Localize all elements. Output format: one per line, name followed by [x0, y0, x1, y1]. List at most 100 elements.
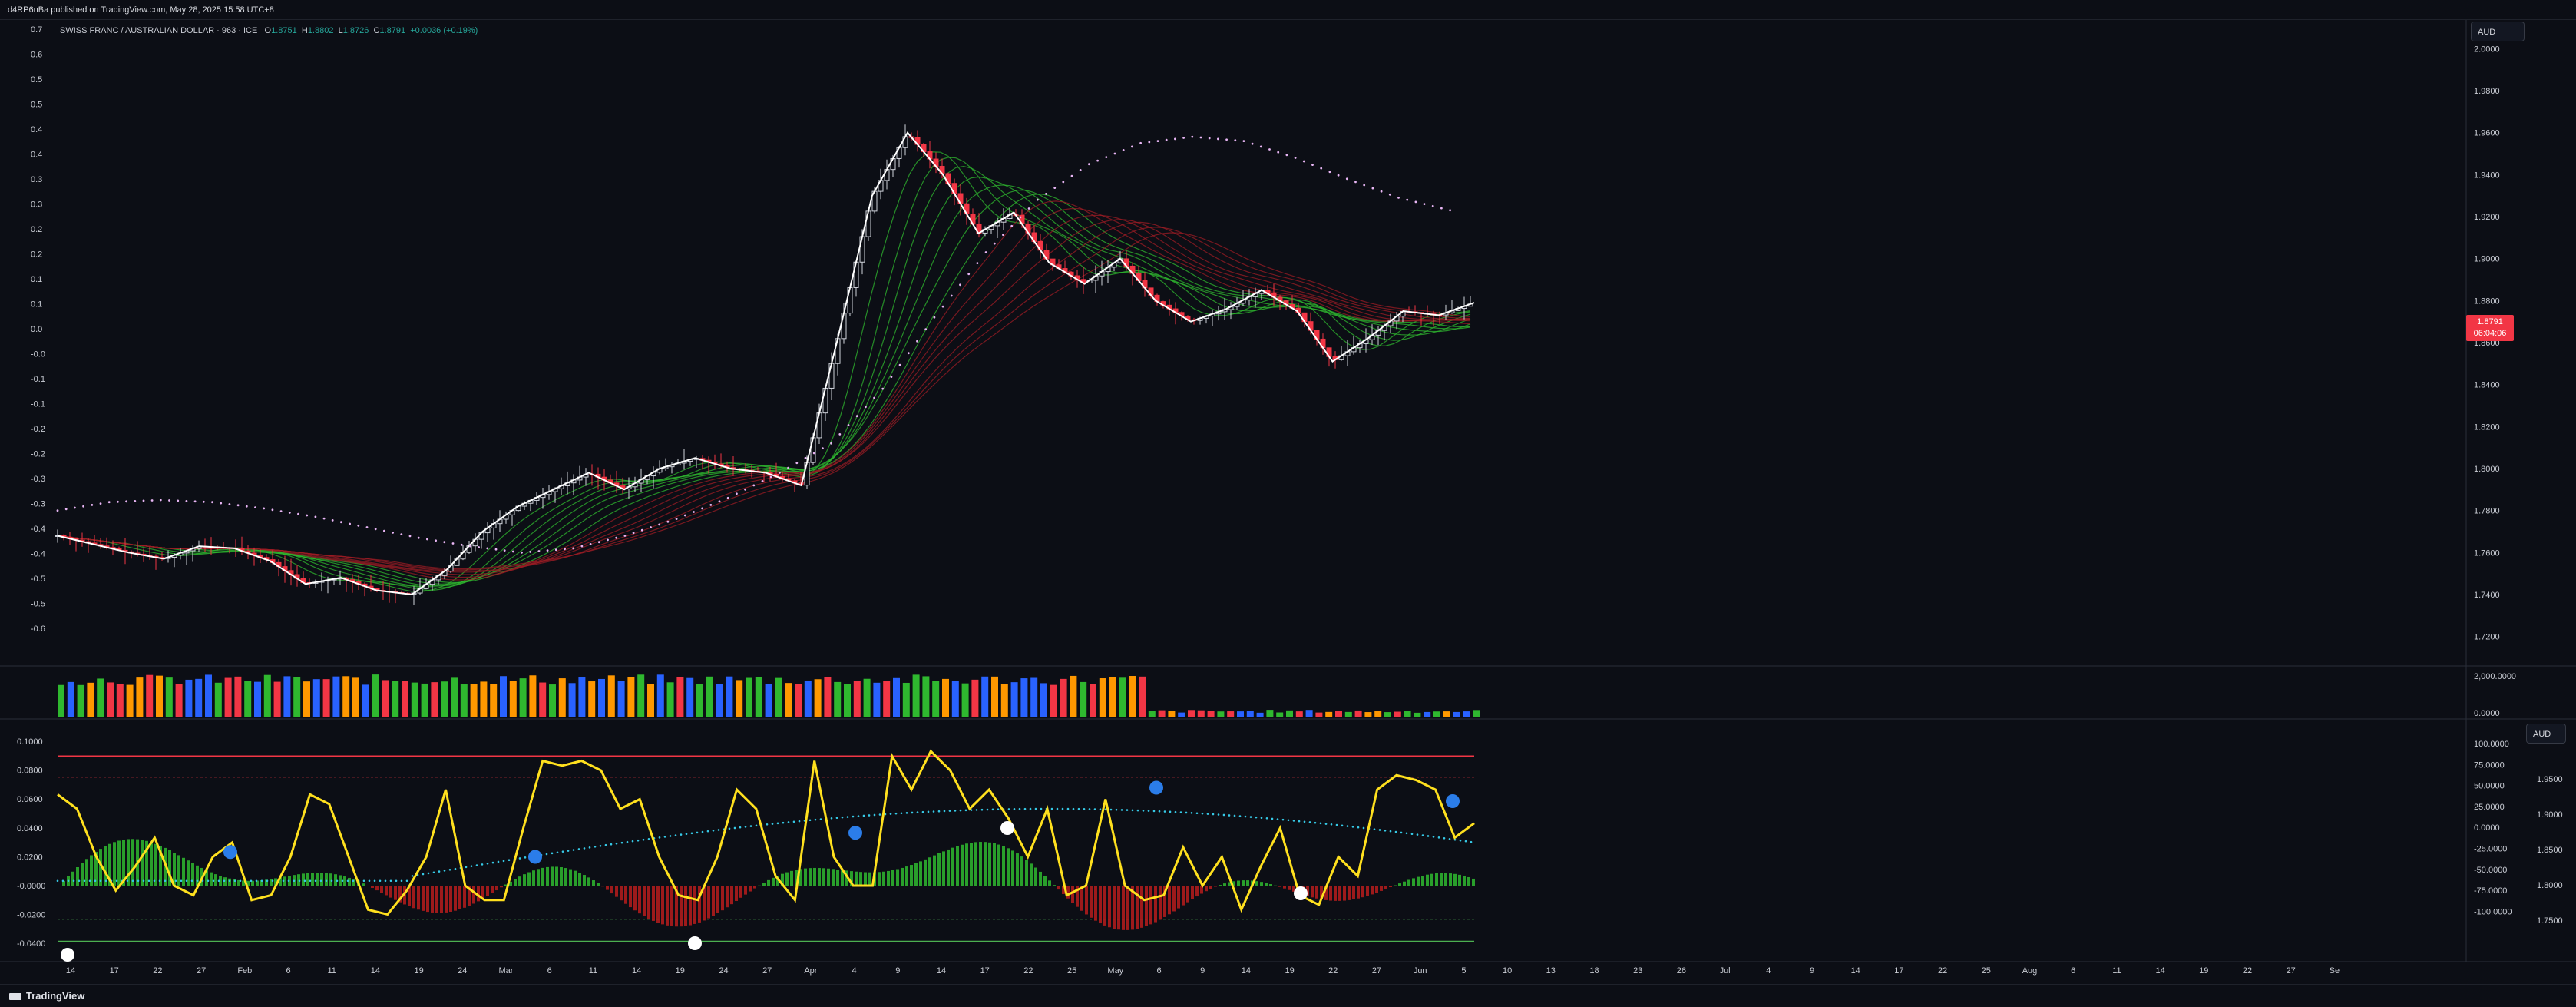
ma-dot — [177, 500, 179, 502]
volume-bar — [726, 677, 732, 717]
volume-bar — [97, 678, 104, 717]
ma-dot — [795, 462, 798, 464]
time-axis-label: 6 — [1156, 966, 1161, 976]
time-axis-label: 14 — [66, 966, 75, 976]
osc-right-axis-label-b: 1.7500 — [2537, 916, 2563, 926]
cyan-dot — [261, 879, 263, 882]
ma-dot — [1252, 143, 1254, 145]
osc-histogram-bar — [1025, 860, 1028, 886]
osc-histogram-bar — [809, 868, 812, 886]
osc-histogram-bar — [914, 863, 918, 886]
ma-dot — [375, 528, 377, 530]
ma-dot — [74, 507, 76, 509]
cyan-dot — [315, 879, 317, 882]
cyan-dot — [707, 830, 709, 833]
volume-bar — [1315, 713, 1322, 717]
chart-canvas[interactable]: 2.00001.98001.96001.94001.92001.90001.88… — [0, 20, 2576, 982]
time-axis-label: 19 — [1285, 966, 1294, 976]
cyan-dot — [928, 811, 930, 813]
cyan-dot — [992, 809, 994, 811]
cyan-dot — [100, 879, 102, 882]
volume-bar — [766, 684, 772, 717]
osc-histogram-bar — [1099, 886, 1102, 923]
cyan-dot — [868, 814, 871, 817]
price-axis-label: 1.8000 — [2474, 465, 2500, 474]
osc-currency-selector[interactable]: AUD — [2526, 724, 2566, 744]
osc-histogram-bar — [1011, 850, 1014, 886]
osc-histogram-bar — [891, 870, 894, 886]
volume-bar — [342, 676, 349, 717]
ma-dot — [1432, 205, 1434, 207]
currency-selector[interactable]: AUD — [2471, 22, 2525, 41]
volume-bar — [529, 675, 536, 717]
cyan-dot — [449, 869, 451, 871]
osc-histogram-bar — [951, 848, 954, 886]
cyan-dot — [739, 826, 742, 829]
cyan-dot — [240, 879, 242, 882]
volume-bar — [922, 676, 929, 717]
osc-histogram-bar — [564, 868, 567, 886]
osc-right-axis-label: -25.0000 — [2474, 845, 2507, 854]
osc-histogram-bar — [615, 886, 618, 897]
cyan-dot — [1314, 822, 1317, 824]
cyan-dot — [326, 879, 328, 882]
volume-bar — [1090, 684, 1096, 717]
volume-bar — [864, 679, 871, 717]
white-signal-marker — [1000, 821, 1014, 835]
cyan-dot — [976, 809, 978, 811]
osc-histogram-bar — [924, 860, 927, 886]
ribbon-line — [58, 167, 1470, 588]
osc-histogram-bar — [1140, 886, 1143, 928]
cyan-dot — [965, 810, 967, 812]
cyan-dot — [283, 879, 285, 882]
price-axis-label: 1.9000 — [2474, 255, 2500, 264]
ma-dot — [865, 406, 867, 408]
cyan-dot — [1035, 808, 1037, 810]
ma-dot — [57, 509, 59, 512]
osc-histogram-bar — [1149, 886, 1152, 924]
osc-histogram-bar — [827, 869, 830, 886]
cyan-dot — [917, 811, 919, 813]
time-axis-label: 6 — [286, 966, 290, 976]
price-axis-label: 1.9800 — [2474, 87, 2500, 96]
cyan-dot — [1438, 836, 1440, 839]
volume-bar — [1198, 711, 1205, 717]
cyan-dot — [68, 879, 70, 882]
cyan-dot — [444, 870, 446, 872]
cyan-dot — [342, 879, 344, 882]
cyan-dot — [1465, 840, 1467, 843]
osc-histogram-bar — [1380, 886, 1383, 891]
cyan-dot — [422, 873, 425, 876]
cyan-dot — [1024, 808, 1027, 810]
volume-bar — [1364, 712, 1371, 717]
osc-histogram-bar — [1412, 878, 1415, 886]
cyan-dot — [756, 825, 758, 827]
osc-histogram-bar — [988, 843, 991, 886]
cyan-dot — [476, 864, 478, 866]
ma-dot — [151, 499, 154, 502]
osc-histogram-bar — [1177, 886, 1180, 909]
ma-dot — [1389, 194, 1391, 196]
volume-bar — [166, 677, 173, 717]
osc-histogram-bar — [868, 873, 871, 886]
cyan-dot — [266, 879, 269, 882]
cyan-dot — [1057, 808, 1059, 810]
symbol-name: SWISS FRANC / AUSTRALIAN DOLLAR · 963 · … — [60, 26, 257, 35]
cyan-dot — [1422, 834, 1424, 836]
ribbon-line — [58, 201, 1470, 580]
price-axis-label: 1.9200 — [2474, 213, 2500, 222]
left-axis-label: 0.3 — [31, 175, 42, 184]
ma-dot — [108, 501, 111, 503]
osc-histogram-bar — [1315, 886, 1318, 899]
osc-histogram-bar — [177, 855, 180, 886]
cyan-dot — [1051, 808, 1053, 810]
osc-histogram-bar — [117, 840, 121, 886]
osc-histogram-bar — [1440, 873, 1443, 886]
volume-bar — [1463, 711, 1470, 717]
tradingview-logo[interactable]: TradingView — [9, 985, 84, 1007]
cyan-dot — [734, 827, 736, 830]
ma-dot — [650, 526, 652, 528]
volume-bar — [303, 681, 310, 717]
osc-histogram-bar — [541, 868, 544, 886]
osc-right-axis-label: -100.0000 — [2474, 907, 2512, 916]
